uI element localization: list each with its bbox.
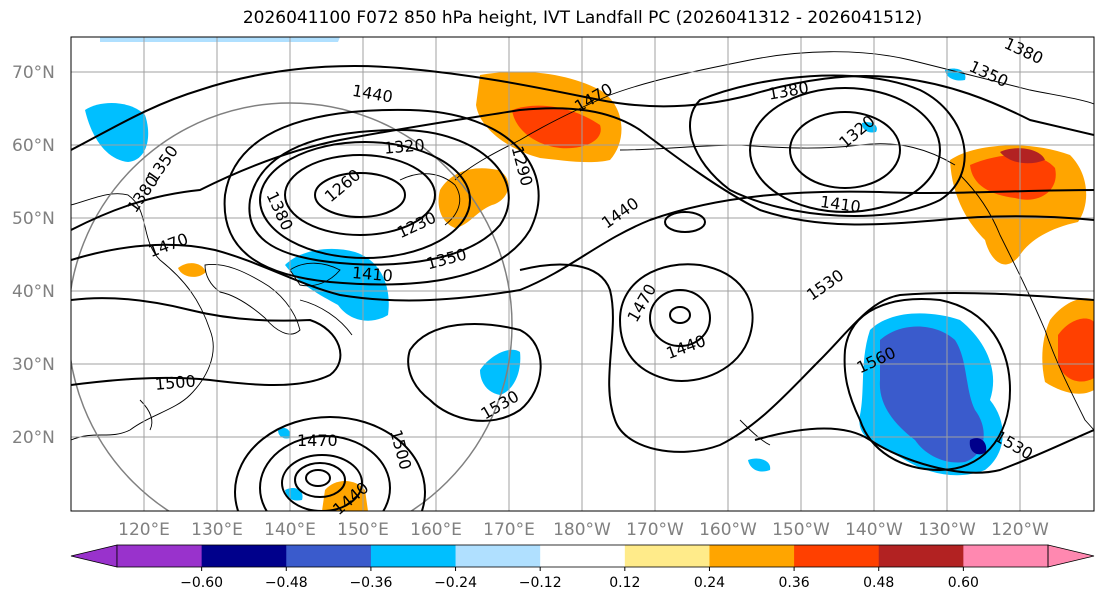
- lon-label: 130°E: [191, 520, 243, 540]
- lat-label: 70°N: [12, 63, 55, 83]
- lon-label: 160°E: [410, 520, 462, 540]
- colorbar-bin: [709, 545, 795, 567]
- contour-label: 1500: [154, 371, 196, 393]
- lon-label: 170°E: [483, 520, 535, 540]
- colorbar-bin: [963, 545, 1049, 567]
- colorbar-bin: [455, 545, 541, 567]
- negative-small-6: [100, 37, 340, 42]
- positive-core-gulf: [970, 154, 1056, 200]
- lon-label: 140°W: [845, 520, 903, 540]
- positive-core-california: [1058, 318, 1094, 382]
- region-circle: [71, 102, 513, 511]
- colorbar-tick-label: 0.60: [948, 575, 979, 591]
- map-frame: [70, 36, 1095, 512]
- lat-label: 40°N: [12, 282, 55, 302]
- contour-label: 1470: [297, 431, 338, 450]
- colorbar-tick-label: 0.36: [779, 575, 810, 591]
- positive-anomaly-south: [322, 481, 368, 511]
- colorbar-bin: [286, 545, 372, 567]
- colorbar-tick-label: 0.24: [694, 575, 725, 591]
- colorbar-tick-label: −0.12: [519, 575, 562, 591]
- colorbar-bin: [117, 545, 203, 567]
- longitude-labels: 120°E 130°E 140°E 150°E 160°E 170°E 180°…: [118, 520, 1049, 540]
- lat-label: 20°N: [12, 428, 55, 448]
- lat-label: 50°N: [12, 209, 55, 229]
- negative-small-5: [862, 122, 877, 133]
- contour-label: 1320: [383, 135, 425, 157]
- colorbar-bin: [624, 545, 710, 567]
- colorbar-bin: [540, 545, 626, 567]
- negative-anomaly-central: [480, 349, 521, 395]
- colorbar: −0.60 −0.48 −0.36 −0.24 −0.12 0.12 0.24 0.36 0.4…: [70, 544, 1095, 591]
- positive-core-bering: [512, 105, 601, 149]
- lon-label: 130°W: [918, 520, 976, 540]
- colorbar-tick-label: 0.48: [863, 575, 894, 591]
- negative-small-3: [285, 488, 303, 501]
- colorbar-over-extension: [1047, 544, 1095, 568]
- colorbar-bin: [370, 545, 457, 567]
- lat-label: 60°N: [12, 136, 55, 156]
- negative-small-2: [278, 427, 291, 439]
- colorbar-bin: [201, 545, 287, 567]
- lon-label: 120°W: [991, 520, 1049, 540]
- lon-label: 180°W: [553, 520, 611, 540]
- colorbar-tick-label: 0.12: [609, 575, 640, 591]
- lon-label: 150°E: [337, 520, 389, 540]
- lat-label: 30°N: [12, 355, 55, 375]
- height-contours: [71, 65, 1094, 511]
- colorbar-bin: [878, 545, 964, 567]
- colorbar-frame: [116, 544, 1049, 568]
- colorbar-tick-label: −0.48: [265, 575, 308, 591]
- positive-small-china: [178, 263, 206, 277]
- lon-label: 160°W: [699, 520, 757, 540]
- lon-label: 170°W: [626, 520, 684, 540]
- colorbar-under-extension: [70, 544, 118, 568]
- lon-label: 140°E: [264, 520, 316, 540]
- colorbar-tick-label: −0.24: [434, 575, 477, 591]
- coastlines: [71, 51, 1094, 446]
- contour-label: 1410: [351, 263, 393, 285]
- map-title: 2026041100 F072 850 hPa height, IVT Land…: [242, 8, 923, 28]
- negative-small-4: [945, 68, 966, 81]
- lon-label: 150°W: [772, 520, 830, 540]
- negative-core-hawaii-east: [879, 326, 984, 463]
- lon-label: 120°E: [118, 520, 170, 540]
- positive-max-gulf: [1000, 148, 1045, 164]
- colorbar-tick-label: −0.36: [349, 575, 392, 591]
- negative-small-1: [748, 458, 771, 472]
- latitude-labels: 70°N 60°N 50°N 40°N 30°N 20°N: [12, 63, 55, 448]
- negative-max-hawaii-east: [969, 438, 987, 455]
- colorbar-tick-label: −0.60: [180, 575, 223, 591]
- colorbar-bin: [794, 545, 880, 567]
